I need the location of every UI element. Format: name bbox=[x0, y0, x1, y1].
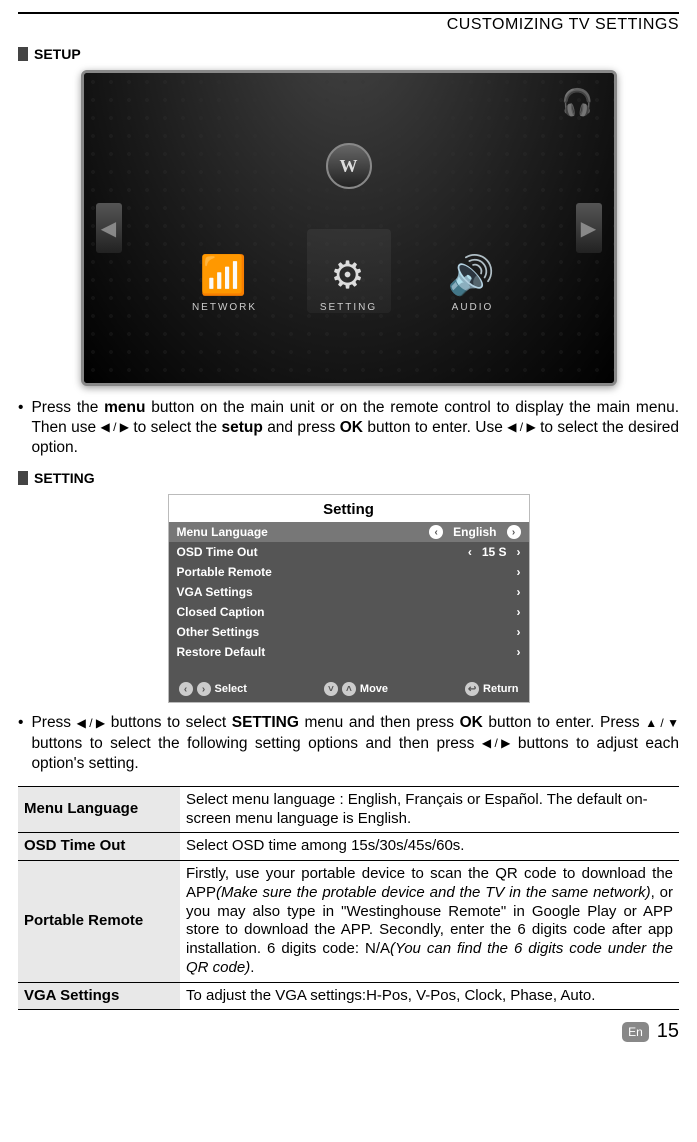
setting-label: SETTING bbox=[34, 470, 95, 486]
setting-row: VGA Settings› bbox=[169, 582, 529, 602]
setup-label: SETUP bbox=[34, 46, 81, 62]
instruction-para-2: • Press ◀ / ▶ buttons to select SETTING … bbox=[18, 713, 679, 773]
page-header: CUSTOMIZING TV SETTINGS bbox=[18, 16, 679, 34]
setting-panel-title: Setting bbox=[169, 495, 529, 522]
language-badge: En bbox=[622, 1022, 649, 1042]
setting-menu-screenshot: Setting Menu Language ‹English› OSD Time… bbox=[168, 494, 530, 703]
setting-footer-hints: ‹› Select ˅˄ Move ↩ Return bbox=[169, 676, 529, 702]
setting-row: Closed Caption› bbox=[169, 602, 529, 622]
nav-right-arrow: ▶ bbox=[576, 203, 602, 253]
tile-audio: 🔊 AUDIO bbox=[431, 229, 515, 313]
wifi-icon: 📶 bbox=[200, 254, 249, 298]
setting-section-tag: SETTING bbox=[18, 470, 679, 486]
brand-logo: W bbox=[326, 143, 372, 189]
table-row: OSD Time Out Select OSD time among 15s/3… bbox=[18, 833, 679, 861]
setting-row: OSD Time Out ‹15 S› bbox=[169, 542, 529, 562]
table-row: Menu Language Select menu language : Eng… bbox=[18, 786, 679, 833]
setting-row: Restore Default› bbox=[169, 642, 529, 662]
setting-row: Portable Remote› bbox=[169, 562, 529, 582]
nav-left-arrow: ◀ bbox=[96, 203, 122, 253]
gear-icon: ⚙ bbox=[330, 253, 366, 298]
setup-section-tag: SETUP bbox=[18, 46, 679, 62]
options-table: Menu Language Select menu language : Eng… bbox=[18, 786, 679, 1011]
setting-row: Other Settings› bbox=[169, 622, 529, 642]
tv-menu-screenshot: 🎧 W 📶 NETWORK ⚙ SETTING 🔊 AUDIO ◀ ▶ bbox=[81, 70, 617, 386]
setting-row: Menu Language ‹English› bbox=[169, 522, 529, 542]
tile-setting: ⚙ SETTING bbox=[307, 229, 391, 313]
instruction-para-1: • Press the menu button on the main unit… bbox=[18, 398, 679, 458]
table-row: Portable Remote Firstly, use your portab… bbox=[18, 861, 679, 983]
table-row: VGA Settings To adjust the VGA settings:… bbox=[18, 982, 679, 1010]
page-number: 15 bbox=[657, 1020, 679, 1043]
speaker-icon: 🔊 bbox=[448, 254, 497, 298]
tile-network: 📶 NETWORK bbox=[183, 229, 267, 313]
